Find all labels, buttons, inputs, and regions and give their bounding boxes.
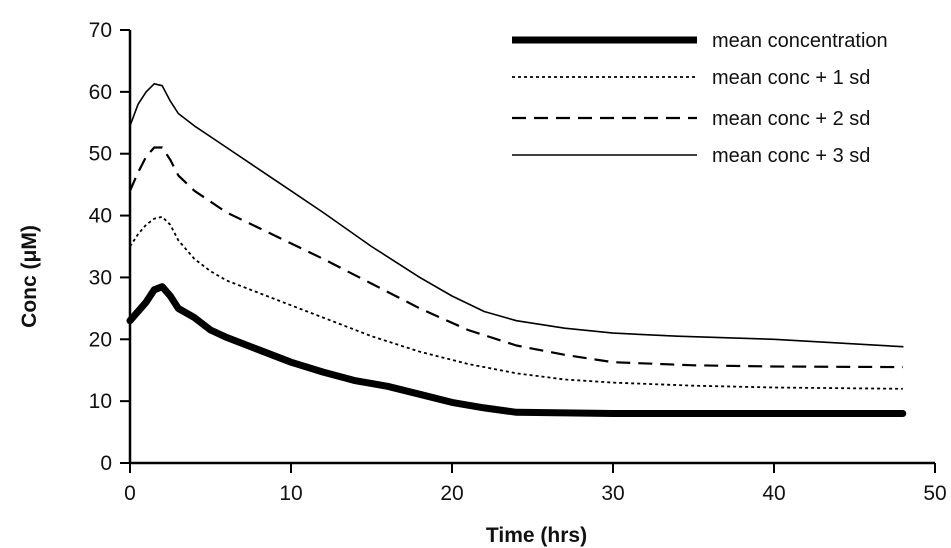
series-layer — [126, 83, 907, 417]
legend-label-1: mean conc + 1 sd — [712, 67, 870, 89]
axes: 0 10 20 30 40 50 60 70 0 10 20 30 40 50 — [89, 19, 947, 505]
x-tick-label: 30 — [601, 482, 624, 505]
legend-label-2: mean conc + 2 sd — [712, 108, 870, 130]
x-tick-label: 50 — [923, 482, 946, 505]
y-tick-label: 50 — [89, 143, 112, 166]
y-axis-title: Conc (μM) — [18, 225, 41, 328]
series-line-1 — [129, 215, 903, 390]
y-tick-label: 20 — [89, 328, 112, 351]
x-axis-title: Time (hrs) — [486, 524, 587, 547]
y-tick-label: 60 — [89, 81, 112, 104]
y-tick-label: 30 — [89, 266, 112, 289]
series-line-2 — [128, 146, 903, 369]
legend: mean concentration mean conc + 1 sd mean c… — [512, 30, 888, 167]
x-tick-label: 0 — [124, 482, 136, 505]
y-tick-label: 40 — [89, 205, 112, 228]
x-tick-label: 20 — [440, 482, 463, 505]
x-tick-label: 10 — [279, 482, 302, 505]
series-line-3 — [129, 83, 904, 348]
legend-label-3: mean conc + 3 sd — [712, 145, 870, 167]
series-line-0 — [126, 283, 907, 417]
y-tick-label: 10 — [89, 390, 112, 413]
legend-label-0: mean concentration — [712, 30, 888, 52]
x-tick-label: 40 — [762, 482, 785, 505]
y-tick-label: 0 — [100, 452, 112, 475]
y-tick-label: 70 — [89, 19, 112, 42]
